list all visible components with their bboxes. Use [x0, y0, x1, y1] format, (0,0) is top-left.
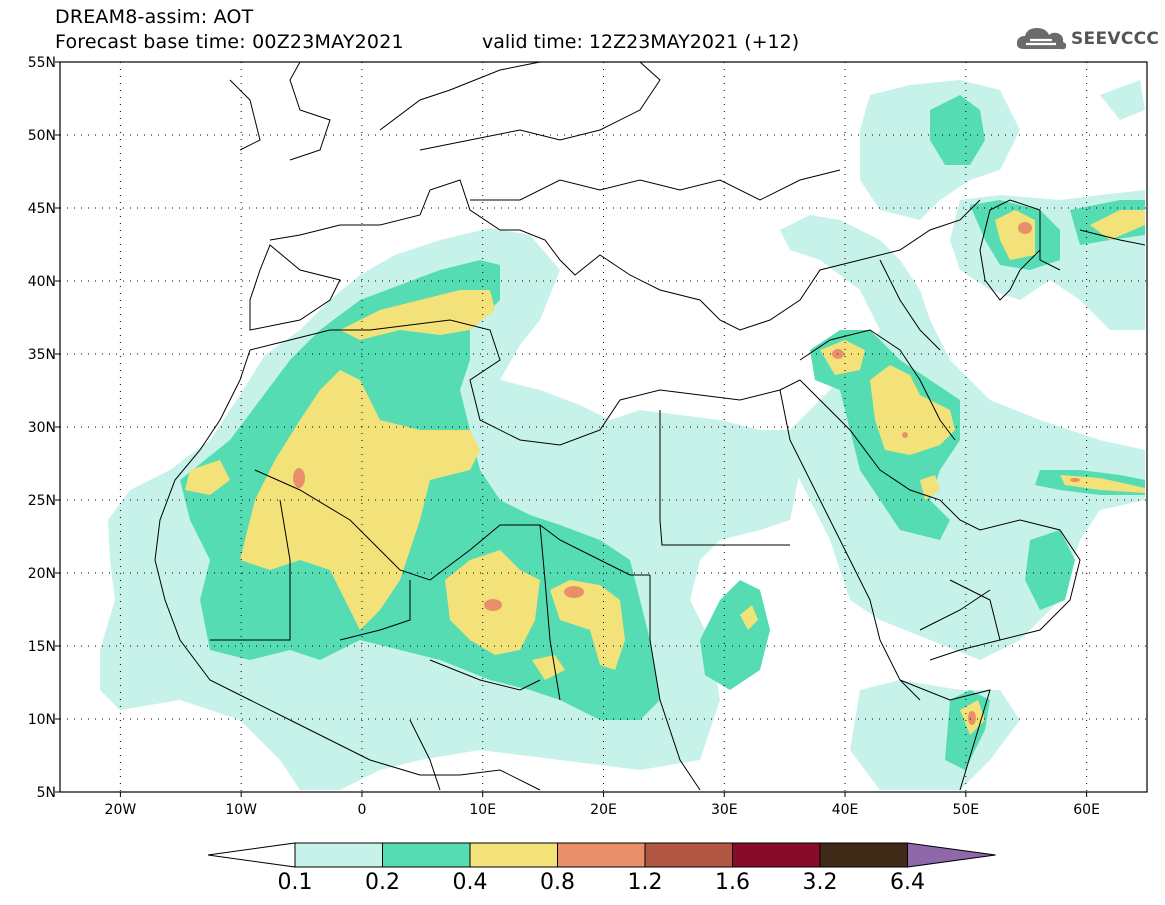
- colorbar-swatch: [294, 842, 383, 868]
- colorbar-swatch: [469, 842, 558, 868]
- colorbar-swatch: [557, 842, 646, 868]
- lon-label: 10W: [225, 802, 257, 818]
- lon-label: 50E: [952, 802, 979, 818]
- lat-label: 50N: [28, 128, 56, 144]
- country-borders: [154, 61, 1146, 791]
- graticule-grid: [60, 62, 1147, 792]
- lon-label: 60E: [1073, 802, 1100, 818]
- lat-label: 40N: [28, 274, 56, 290]
- aot-level-0-4: [185, 210, 1145, 735]
- aot-level-0-8: [293, 222, 1080, 725]
- lon-label: 20W: [105, 802, 137, 818]
- lon-label: 0: [357, 802, 366, 818]
- colorbar-label: 0.8: [540, 870, 575, 895]
- colorbar-label: 1.2: [627, 870, 663, 895]
- latitude-labels: 55N 50N 45N 40N 35N 30N 25N 20N 15N 10N 5N: [28, 55, 56, 801]
- colorbar-swatch: [732, 842, 821, 868]
- colorbar-label: 3.2: [802, 870, 838, 895]
- colorbar-swatch: [644, 842, 733, 868]
- colorbar-label: 1.6: [715, 870, 750, 895]
- forecast-base-time: Forecast base time: 00Z23MAY2021: [55, 31, 404, 53]
- colorbar-right-arrow: [907, 842, 996, 868]
- lon-label: 40E: [832, 802, 859, 818]
- colorbar-label: 0.1: [277, 870, 313, 895]
- seevccc-logo: SEEVCCC: [1016, 24, 1159, 54]
- map-title: DREAM8-assim: AOT: [55, 6, 254, 28]
- colorbar-label: 0.4: [452, 870, 488, 895]
- lat-label: 10N: [28, 712, 56, 728]
- lat-label: 25N: [28, 493, 56, 509]
- colorbar-label: 0.2: [365, 870, 400, 895]
- lat-label: 55N: [28, 55, 56, 71]
- axis-ticks: [55, 61, 1088, 797]
- aot-shading: [100, 80, 1145, 790]
- lat-label: 35N: [28, 347, 56, 363]
- colorbar-swatch: [819, 842, 908, 868]
- lat-label: 15N: [28, 639, 56, 655]
- lat-label: 45N: [28, 201, 56, 217]
- lat-label: 5N: [37, 785, 56, 801]
- lat-label: 20N: [28, 566, 56, 582]
- logo-text: SEEVCCC: [1071, 29, 1160, 49]
- colorbar-left-arrow: [207, 842, 296, 868]
- lat-label: 30N: [28, 420, 56, 436]
- lon-label: 30E: [711, 802, 738, 818]
- valid-time: valid time: 12Z23MAY2021 (+12): [482, 31, 800, 53]
- longitude-labels: 20W 10W 0 10E 20E 30E 40E 50E 60E: [105, 802, 1100, 818]
- cloud-icon: [1016, 28, 1067, 50]
- colorbar-swatch: [382, 842, 471, 868]
- lon-label: 20E: [590, 802, 617, 818]
- lon-label: 10E: [469, 802, 496, 818]
- colorbar-label: 6.4: [890, 870, 925, 895]
